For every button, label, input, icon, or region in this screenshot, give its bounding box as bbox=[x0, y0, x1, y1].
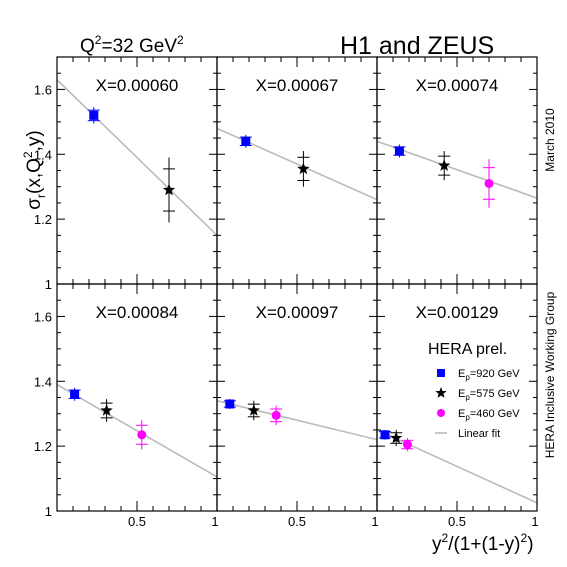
legend-title: HERA prel. bbox=[428, 341, 507, 358]
data-point-920 bbox=[87, 107, 100, 124]
y-tick-label: 1.4 bbox=[34, 147, 52, 162]
fit-line bbox=[377, 429, 537, 504]
legend-marker-square bbox=[437, 369, 445, 377]
svg-text:σr(x,Q2,y): σr(x,Q2,y) bbox=[21, 130, 48, 209]
y-tick-label: 1.2 bbox=[34, 212, 52, 227]
panel-label: X=0.00060 bbox=[96, 76, 179, 95]
data-point-575 bbox=[100, 399, 113, 422]
marker-star bbox=[247, 403, 260, 416]
marker-star bbox=[297, 162, 310, 175]
panels: X=0.00060 X=0.00067 X=0.00074 X=0.00084 X=0.… bbox=[34, 56, 539, 529]
panel-label: X=0.00074 bbox=[416, 76, 499, 95]
legend-label: Linear fit bbox=[458, 428, 500, 440]
legend-marker-circle bbox=[437, 409, 445, 417]
y-tick-label: 1 bbox=[45, 504, 52, 519]
x-tick-label: 0.5 bbox=[128, 514, 146, 529]
data-point-460 bbox=[401, 438, 414, 452]
y-tick-label: 1.6 bbox=[34, 82, 52, 97]
panel-label: X=0.00097 bbox=[256, 303, 339, 322]
panel-2: X=0.00067 bbox=[216, 56, 378, 285]
marker-star bbox=[162, 183, 176, 196]
marker-star bbox=[100, 403, 113, 416]
x-tick-label: 1 bbox=[531, 514, 538, 529]
y-axis-label: σr(x,Q2,y) bbox=[21, 130, 48, 209]
group-label: HERA Inclusive Working Group bbox=[543, 291, 557, 458]
x-tick-label: 1 bbox=[371, 514, 378, 529]
y-tick-label: 1.2 bbox=[34, 439, 52, 454]
fit-line bbox=[217, 127, 377, 201]
data-point-575 bbox=[247, 400, 260, 421]
data-point-575 bbox=[438, 151, 451, 181]
fit-line bbox=[57, 79, 217, 236]
data-point-920 bbox=[379, 429, 391, 440]
legend-label: Ep=920 GeV bbox=[458, 368, 520, 382]
marker-star bbox=[438, 159, 451, 171]
marker-circle bbox=[137, 430, 147, 440]
data-point-920 bbox=[68, 387, 81, 401]
legend-entry: Linear fit bbox=[435, 428, 500, 440]
data-point-920 bbox=[223, 399, 236, 409]
marker-square bbox=[70, 389, 80, 399]
x-axis-label: y2/(1+(1-y)2) bbox=[432, 531, 534, 555]
panel-label: X=0.00084 bbox=[96, 303, 179, 322]
date-label: March 2010 bbox=[543, 108, 557, 172]
panel-4: X=0.00084 bbox=[56, 283, 218, 512]
marker-square bbox=[241, 136, 251, 146]
panel-3: X=0.00074 bbox=[376, 56, 538, 285]
y-tick-label: 1.4 bbox=[34, 374, 52, 389]
legend-label: Ep=460 GeV bbox=[458, 408, 520, 422]
x-tick-label: 0.5 bbox=[448, 514, 466, 529]
axis-labels: 1 1.2 1.4 1.6 1 1.2 1.4 1.6 0.5 1 0.5 1 0.5 1 bbox=[34, 82, 539, 529]
data-point-460 bbox=[483, 159, 495, 208]
marker-circle bbox=[484, 178, 494, 188]
fit-line bbox=[57, 383, 217, 478]
data-point-920 bbox=[239, 134, 252, 148]
panel-5: X=0.00097 bbox=[216, 283, 378, 512]
marker-square bbox=[380, 430, 390, 440]
y-tick-label: 1.6 bbox=[34, 309, 52, 324]
marker-circle bbox=[402, 440, 412, 450]
marker-square bbox=[89, 110, 99, 120]
figure-title: H1 and ZEUS bbox=[340, 32, 494, 60]
legend-entry: Ep=575 GeV bbox=[435, 387, 520, 402]
marker-star bbox=[390, 431, 403, 444]
panel-label: X=0.00129 bbox=[416, 303, 499, 322]
marker-square bbox=[225, 399, 235, 409]
legend-marker-star bbox=[435, 387, 447, 398]
data-point-575 bbox=[390, 429, 403, 447]
x-tick-label: 0.5 bbox=[288, 514, 306, 529]
data-point-920 bbox=[393, 144, 406, 158]
marker-circle bbox=[271, 410, 281, 420]
panel-label: X=0.00067 bbox=[256, 76, 339, 95]
fit-line bbox=[217, 399, 377, 441]
x-tick-label: 1 bbox=[211, 514, 218, 529]
data-point-575 bbox=[162, 157, 176, 223]
data-point-575 bbox=[297, 151, 310, 187]
marker-square bbox=[394, 146, 404, 156]
panel-1: X=0.00060 bbox=[56, 56, 218, 285]
legend-entry: Ep=460 GeV bbox=[437, 408, 520, 422]
legend-label: Ep=575 GeV bbox=[458, 388, 520, 402]
legend-entry: Ep=920 GeV bbox=[437, 368, 520, 382]
legend: HERA prel. Ep=920 GeV Ep=575 GeV Ep=460 GeV… bbox=[428, 341, 520, 440]
y-tick-label: 1 bbox=[45, 277, 52, 292]
data-point-460 bbox=[135, 420, 148, 450]
panel-6: X=0.00129 bbox=[376, 283, 538, 512]
data-point-460 bbox=[270, 405, 283, 426]
q2-title: Q2=32 GeV2 bbox=[80, 33, 184, 57]
